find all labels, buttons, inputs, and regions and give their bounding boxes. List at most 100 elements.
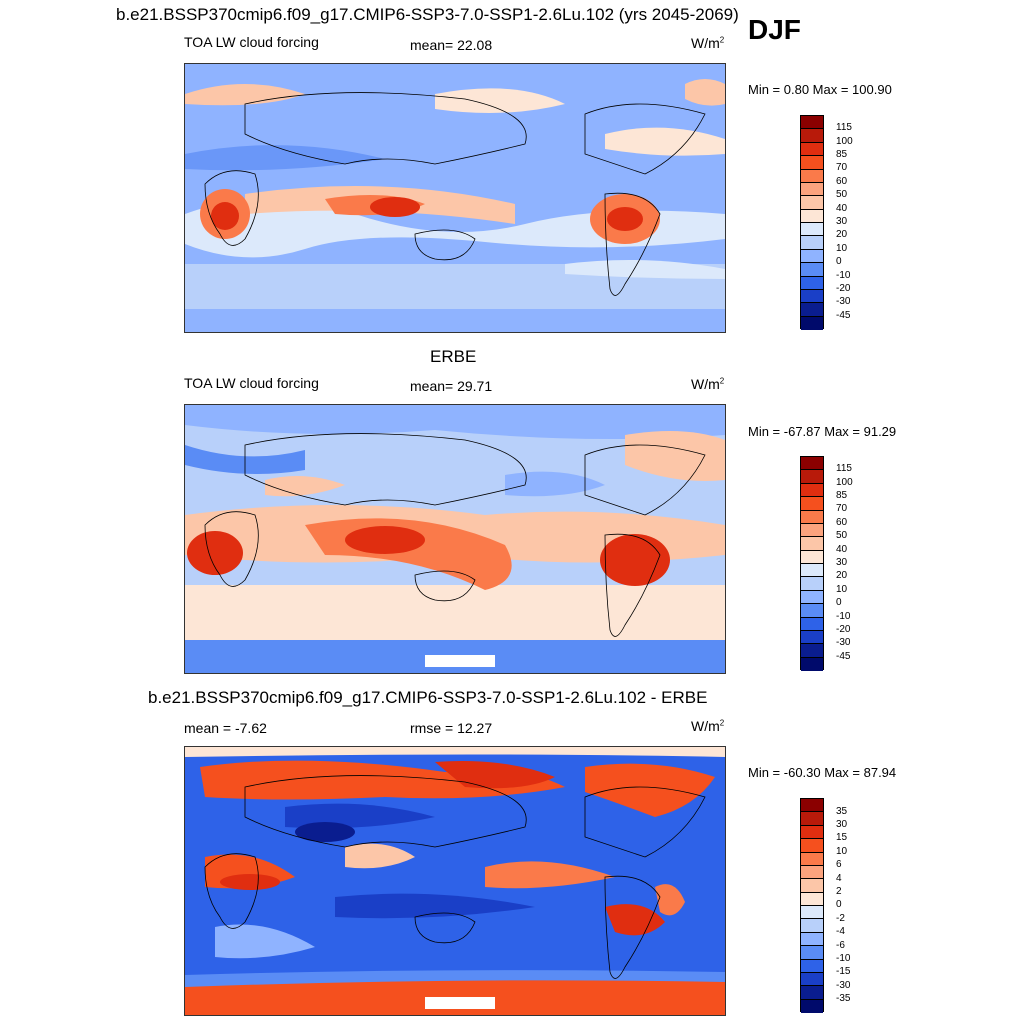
colorbar-tick-label: -15 xyxy=(836,966,851,977)
colorbar-tick-label: 50 xyxy=(836,189,848,200)
colorbar-swatch xyxy=(801,129,823,143)
panel2-minmax: Min = -67.87 Max = 91.29 xyxy=(748,424,897,439)
colorbar-swatch xyxy=(801,209,823,223)
colorbar-swatch xyxy=(801,523,823,538)
season-label: DJF xyxy=(748,14,801,45)
colorbar-swatch xyxy=(801,657,823,671)
colorbar-tick-label: 10 xyxy=(836,243,848,254)
colorbar-tick-label: 115 xyxy=(836,122,852,133)
colorbar-swatch xyxy=(801,303,823,317)
colorbar-tick-label: 30 xyxy=(836,819,848,830)
colorbar-tick-label: -35 xyxy=(836,993,851,1004)
colorbar-tick-label: 20 xyxy=(836,570,848,581)
colorbar-swatch xyxy=(801,236,823,250)
colorbar-tick-label: -6 xyxy=(836,940,845,951)
panel1-map xyxy=(184,63,726,333)
colorbar-swatch xyxy=(801,799,823,813)
colorbar-swatch xyxy=(801,946,823,960)
colorbar-tick-label: -20 xyxy=(836,283,851,294)
colorbar-swatch xyxy=(801,839,823,853)
colorbar-tick-label: -30 xyxy=(836,980,851,991)
panel3-minmax: Min = -60.30 Max = 87.94 xyxy=(748,765,897,780)
colorbar-swatch xyxy=(801,825,823,840)
colorbar-swatch xyxy=(801,879,823,893)
panel2-units: W/m2 xyxy=(691,376,725,392)
colorbar-swatch xyxy=(801,590,823,605)
colorbar-swatch xyxy=(801,156,823,170)
colorbar-tick-label: 20 xyxy=(836,229,848,240)
colorbar-swatch xyxy=(801,577,823,591)
colorbar-tick-label: 35 xyxy=(836,806,848,817)
colorbar-swatch xyxy=(801,906,823,920)
colorbar-swatch xyxy=(801,276,823,290)
colorbar-swatch xyxy=(801,892,823,906)
colorbar-tick-label: 30 xyxy=(836,557,848,568)
panel3-title: b.e21.BSSP370cmip6.f09_g17.CMIP6-SSP3-7.… xyxy=(148,688,708,707)
panel2-map xyxy=(184,404,726,674)
colorbar-swatch xyxy=(801,604,823,618)
colorbar-tick-label: 60 xyxy=(836,176,848,187)
colorbar-swatch xyxy=(801,999,823,1013)
panel2-colorbar xyxy=(800,456,824,671)
colorbar-swatch xyxy=(801,959,823,973)
colorbar-swatch xyxy=(801,316,823,330)
colorbar-tick-label: -2 xyxy=(836,913,845,924)
colorbar-tick-label: -10 xyxy=(836,953,851,964)
colorbar-tick-label: 6 xyxy=(836,859,842,870)
panel3-map-svg xyxy=(185,747,725,1015)
colorbar-swatch xyxy=(801,142,823,157)
colorbar-swatch xyxy=(801,537,823,551)
colorbar-tick-label: 60 xyxy=(836,517,848,528)
colorbar-tick-label: -30 xyxy=(836,637,851,648)
colorbar-swatch xyxy=(801,932,823,947)
panel1-map-svg xyxy=(185,64,725,332)
panel1-minmax: Min = 0.80 Max = 100.90 xyxy=(748,82,892,97)
panel2-variable-label: TOA LW cloud forcing xyxy=(184,375,319,391)
panel3-units: W/m2 xyxy=(691,718,725,734)
colorbar-tick-label: 100 xyxy=(836,477,853,488)
colorbar-swatch xyxy=(801,497,823,511)
colorbar-swatch xyxy=(801,919,823,933)
colorbar-tick-label: -30 xyxy=(836,296,851,307)
colorbar-swatch xyxy=(801,510,823,524)
colorbar-tick-label: 2 xyxy=(836,886,842,897)
colorbar-swatch xyxy=(801,116,823,130)
colorbar-swatch xyxy=(801,169,823,183)
colorbar-swatch xyxy=(801,630,823,645)
colorbar-tick-label: 10 xyxy=(836,846,848,857)
figure-title: b.e21.BSSP370cmip6.f09_g17.CMIP6-SSP3-7.… xyxy=(116,5,739,24)
panel1-mean-label: mean= 22.08 xyxy=(410,37,493,53)
colorbar-tick-label: -4 xyxy=(836,926,845,937)
colorbar-swatch xyxy=(801,644,823,658)
colorbar-swatch xyxy=(801,865,823,880)
panel3-map xyxy=(184,746,726,1016)
colorbar-tick-label: -20 xyxy=(836,624,851,635)
colorbar-tick-label: 85 xyxy=(836,490,848,501)
panel2-map-svg xyxy=(185,405,725,673)
panel1-colorbar xyxy=(800,115,824,330)
colorbar-tick-label: 30 xyxy=(836,216,848,227)
colorbar-swatch xyxy=(801,470,823,484)
colorbar-tick-label: 70 xyxy=(836,162,848,173)
colorbar-tick-label: 15 xyxy=(836,832,848,843)
colorbar-swatch xyxy=(801,972,823,987)
colorbar-tick-label: 85 xyxy=(836,149,848,160)
colorbar-tick-label: -45 xyxy=(836,310,851,321)
colorbar-swatch xyxy=(801,182,823,197)
colorbar-tick-label: 40 xyxy=(836,544,848,555)
colorbar-swatch xyxy=(801,617,823,631)
panel1-variable-label: TOA LW cloud forcing xyxy=(184,34,319,50)
colorbar-tick-label: 115 xyxy=(836,463,852,474)
panel2-mean-label: mean= 29.71 xyxy=(410,378,493,394)
colorbar-tick-label: 100 xyxy=(836,136,853,147)
colorbar-swatch xyxy=(801,196,823,210)
colorbar-swatch xyxy=(801,852,823,866)
colorbar-swatch xyxy=(801,249,823,264)
colorbar-swatch xyxy=(801,812,823,826)
colorbar-tick-label: 40 xyxy=(836,203,848,214)
panel3-colorbar xyxy=(800,798,824,1013)
colorbar-tick-label: 10 xyxy=(836,584,848,595)
panel3-rmse-label: rmse = 12.27 xyxy=(410,720,493,736)
panel3-mean-label: mean = -7.62 xyxy=(184,720,267,736)
colorbar-tick-label: -10 xyxy=(836,270,851,281)
